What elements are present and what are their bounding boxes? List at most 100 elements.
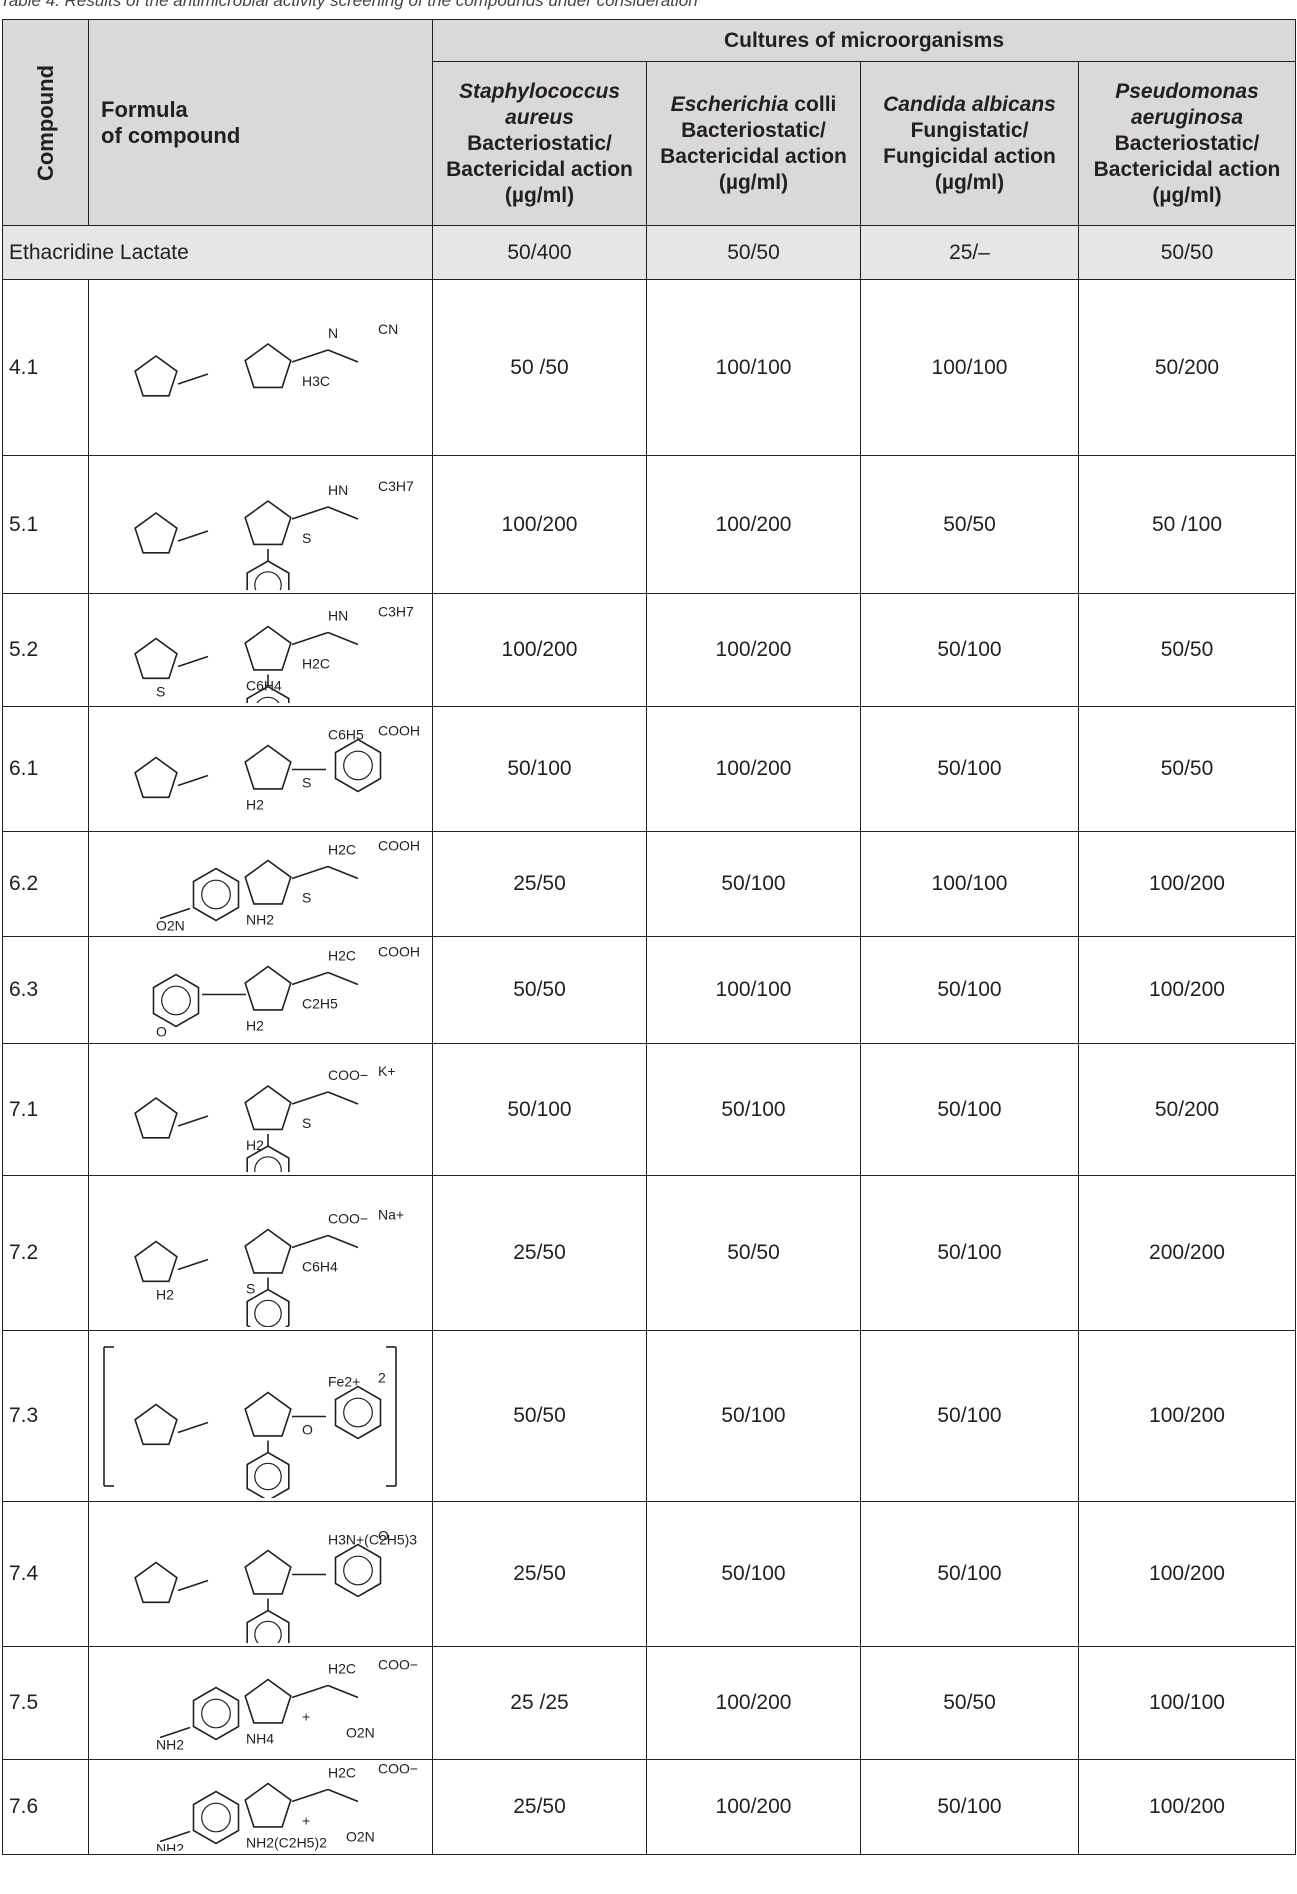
structure-label: S [302, 1115, 311, 1131]
activity-value: 50/100 [860, 1043, 1079, 1176]
activity-value: 100/200 [1078, 831, 1296, 937]
structure-label: C6H5 [328, 726, 364, 742]
structure-label: NH2 [156, 1840, 184, 1851]
structure-label: H2 [246, 1017, 264, 1033]
table-row: 6.3 H2C COOH C2H5 H2 O 50/50 100/100 50/100 100/2… [2, 936, 1296, 1044]
structure-label: COOH [378, 837, 420, 853]
structure-drawing: HN C3H7 H2C C6H4 S [133, 603, 414, 703]
activity-value: 100/100 [860, 279, 1079, 456]
structure-label: 2 [378, 1369, 386, 1385]
compound-id: 5.2 [2, 593, 89, 707]
structure-label: COOH [378, 722, 420, 738]
cultures-group-header: Cultures of microorganisms [432, 19, 1296, 62]
activity-value: 50/100 [432, 706, 647, 832]
structure-drawing: COO− K+ S H2 [133, 1063, 395, 1172]
activity-value: 50 /50 [432, 279, 647, 456]
structure-label: S [302, 530, 311, 546]
organism-header-staphylococcus: Staphylococcus aureus Bacteriostatic/ Bac… [432, 61, 647, 226]
structure-label: H2C [328, 947, 356, 963]
structure-label: N [328, 325, 338, 341]
compound-id: 5.1 [2, 455, 89, 594]
activity-value: 25/50 [432, 1501, 647, 1647]
structure-drawing: H3N+(C2H5)3O [133, 1527, 417, 1643]
compound-id: 7.2 [2, 1175, 89, 1331]
structure-label: C3H7 [378, 478, 414, 494]
activity-value: 50/50 [1078, 706, 1296, 832]
structure-label: COOH [378, 943, 420, 959]
structure-label: COO− [328, 1067, 368, 1083]
activity-value: 100/200 [1078, 1501, 1296, 1647]
activity-value: 50/50 [432, 936, 647, 1044]
compound-id: 6.2 [2, 831, 89, 937]
reference-value: 50/50 [1078, 225, 1296, 280]
structure-cell: N CN H3C [88, 279, 433, 456]
structure-label: NH2 [246, 911, 274, 927]
structure-label: C6H4 [302, 1258, 338, 1274]
compound-column-header: Compound [2, 19, 89, 226]
structure-label: H2C [328, 1660, 356, 1676]
activity-value: 50/50 [432, 1330, 647, 1502]
structure-label: O2N [346, 1724, 375, 1740]
antimicrobial-activity-table: Compound Formula of compound Cultures of… [2, 19, 1296, 1855]
structure-drawing: H2C COOH S NH2 O2N [156, 837, 420, 933]
activity-value: 50/100 [860, 1501, 1079, 1647]
structure-label: Fe2+ [328, 1373, 360, 1389]
structure-cell: H2C COO− + NH4 NH2 O2N [88, 1646, 433, 1760]
activity-value: 50/100 [860, 1330, 1079, 1502]
activity-value: 100/200 [646, 455, 861, 594]
compound-id: 7.6 [2, 1759, 89, 1855]
activity-value: 200/200 [1078, 1175, 1296, 1331]
table-row: 7.2 COO− Na+ C6H4 S H2 25/50 50/50 50/100 200/200 [2, 1175, 1296, 1331]
structure-cell: H2C COOH S NH2 O2N [88, 831, 433, 937]
structure-cell: COO− Na+ C6H4 S H2 [88, 1175, 433, 1331]
activity-value: 50/200 [1078, 279, 1296, 456]
activity-value: 50/100 [646, 1501, 861, 1647]
activity-value: 100/200 [646, 1759, 861, 1855]
structure-drawing: HN C3H7 S [133, 478, 414, 590]
activity-value: 25/50 [432, 1759, 647, 1855]
structure-label: + [302, 1812, 310, 1828]
compound-id: 7.1 [2, 1043, 89, 1176]
activity-value: 100/200 [646, 1646, 861, 1760]
structure-label: NH2 [156, 1736, 184, 1752]
organism-header-pseudomonas: Pseudomonas aeruginosa Bacteriostatic/ Ba… [1078, 61, 1296, 226]
structure-cell: C6H5 COOH S H2 [88, 706, 433, 832]
structure-label: O [302, 1421, 313, 1437]
structure-label: COO− [328, 1210, 368, 1226]
organism-header-escherichia: Escherichia colli Bacteriostatic/ Bacteri… [646, 61, 861, 226]
structure-label: H2C [328, 1764, 356, 1780]
compound-id: 7.5 [2, 1646, 89, 1760]
structure-label: S [156, 683, 165, 699]
structure-drawing: H2C COO− + NH4 NH2 O2N [156, 1656, 418, 1752]
activity-value: 100/200 [1078, 1759, 1296, 1855]
structure-label: COO− [378, 1764, 418, 1777]
structure-label: HN [328, 482, 348, 498]
activity-value: 50/50 [1078, 593, 1296, 707]
table-caption: Table 4. Results of the antimicrobial ac… [0, 0, 698, 10]
structure-label: C3H7 [378, 603, 414, 619]
structure-cell: H2C COOH C2H5 H2 O [88, 936, 433, 1044]
organism-header-candida: Candida albicans Fungistatic/ Fungicidal … [860, 61, 1079, 226]
structure-label: C2H5 [302, 995, 338, 1011]
structure-label: S [246, 1280, 255, 1296]
structure-cell: Fe2+ 2 O [88, 1330, 433, 1502]
structure-drawing: H2C COOH C2H5 H2 O [152, 943, 420, 1039]
compound-id: 6.3 [2, 936, 89, 1044]
activity-value: 50/100 [646, 1043, 861, 1176]
reference-value: 50/50 [646, 225, 861, 280]
structure-label: H2 [246, 1137, 264, 1153]
structure-label: HN [328, 607, 348, 623]
compound-id: 7.4 [2, 1501, 89, 1647]
structure-cell: COO− K+ S H2 [88, 1043, 433, 1176]
structure-label: O [378, 1527, 389, 1543]
compound-id: 6.1 [2, 706, 89, 832]
activity-value: 100/100 [646, 936, 861, 1044]
table-row: 7.3 Fe2+ 2 O 50/50 50/100 50/100 100/200 [2, 1330, 1296, 1502]
table-row: 7.5 H2C COO− + NH4 NH2 O2N 25 /25 100/200 50/50 10… [2, 1646, 1296, 1760]
structure-cell: H3N+(C2H5)3 O [88, 1501, 433, 1647]
structure-label: O2N [156, 917, 185, 933]
structure-label: H2C [328, 841, 356, 857]
structure-label: H3C [302, 373, 330, 389]
table-row: 5.1 HN C3H7 S 100/200 100/200 50/50 50 /100 [2, 455, 1296, 594]
structure-cell: H2C COO− + NH2(C2H5)2 NH2 O2N [88, 1759, 433, 1855]
